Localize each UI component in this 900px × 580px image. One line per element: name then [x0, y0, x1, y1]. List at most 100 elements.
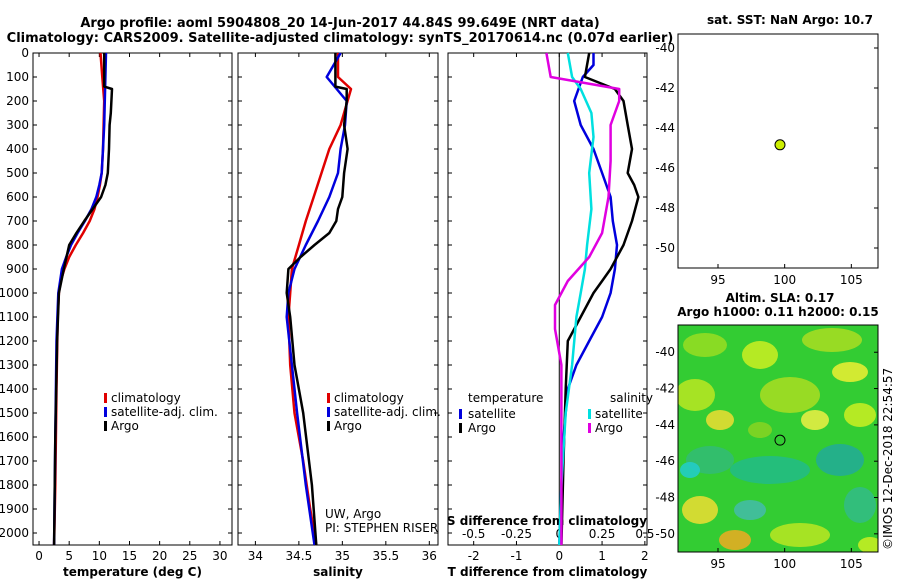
sla_map-cell [802, 328, 862, 352]
sla_map-ytick-label: -42 [655, 382, 675, 396]
difference-legend-right-swatch [588, 409, 591, 419]
sla_map-cell [858, 537, 878, 552]
salinity-legend-label: climatology [334, 391, 404, 405]
sla_map-ytick-label: -50 [655, 527, 675, 541]
sla_map-ytick-label: -40 [655, 345, 675, 359]
depth-tick-label: 1100 [0, 310, 29, 324]
sla_map-ytick-label: -46 [655, 454, 675, 468]
difference-series-satellite [558, 53, 619, 546]
temperature-legend-swatch [104, 393, 107, 403]
salinity-legend-swatch [327, 393, 330, 403]
salinity-xtick-label: 34 [248, 549, 263, 563]
sla_map-ytick-label: -44 [655, 418, 675, 432]
depth-tick-label: 1500 [0, 406, 29, 420]
depth-tick-label: 1700 [0, 454, 29, 468]
salinity-annotation: PI: STEPHEN RISER [325, 521, 438, 535]
temperature-legend-swatch [104, 421, 107, 431]
sst_map-ytick-label: -48 [655, 201, 675, 215]
sla_map-cell [748, 422, 772, 438]
title-line-1: Argo profile: aoml 5904808_20 14-Jun-201… [80, 16, 599, 31]
difference-xtick-top-label: -0.5 [462, 527, 485, 541]
sla_map-cell [680, 462, 700, 478]
temperature-series-argo [52, 53, 114, 546]
difference-xtick-label: -1 [510, 549, 522, 563]
difference-legend-left-title: temperature [468, 391, 543, 405]
difference-xtick-label: 2 [641, 549, 649, 563]
temperature-xtick-label: 5 [65, 549, 73, 563]
depth-tick-label: 100 [6, 70, 29, 84]
depth-tick-label: 500 [6, 166, 29, 180]
depth-tick-label: 900 [6, 262, 29, 276]
salinity-xtick-label: 35.5 [372, 549, 399, 563]
temperature-xtick-label: 30 [212, 549, 227, 563]
sla_map-argo-point [774, 434, 786, 446]
depth-tick-label: 1600 [0, 430, 29, 444]
temperature-xtick-label: 10 [92, 549, 107, 563]
sst-map-title: sat. SST: NaN Argo: 10.7 [707, 13, 873, 27]
sla_map-xtick-label: 95 [710, 557, 725, 571]
temperature-legend-label: Argo [111, 419, 139, 433]
sla_map-frame [677, 324, 879, 553]
sst_map-ytick-label: -50 [655, 241, 675, 255]
depth-tick-label: 1300 [0, 358, 29, 372]
title-line-2: Climatology: CARS2009. Satellite-adjuste… [7, 31, 674, 46]
salinity-legend-label: Argo [334, 419, 362, 433]
temperature-legend-label: climatology [111, 391, 181, 405]
salinity-xtick-label: 35 [335, 549, 350, 563]
depth-tick-label: 200 [6, 94, 29, 108]
salinity-xlabel: salinity [313, 565, 363, 579]
depth-tick-label: 400 [6, 142, 29, 156]
depth-tick-label: 1400 [0, 382, 29, 396]
depth-tick-label: 1800 [0, 478, 29, 492]
depth-tick-label: 1000 [0, 286, 29, 300]
sla_map-cell [832, 362, 868, 382]
sla_map-xtick-label: 105 [840, 557, 863, 571]
depth-tick-label: 600 [6, 190, 29, 204]
sla_map-ytick-label: -48 [655, 491, 675, 505]
sst_map-ytick-label: -46 [655, 161, 675, 175]
sla_map-cell [683, 333, 727, 357]
difference-xtick-top-label: 0.5 [635, 527, 654, 541]
sla_map-cell [760, 377, 820, 413]
sla_map-cell [730, 456, 810, 484]
depth-tick-label: 700 [6, 214, 29, 228]
sst_map-frame [677, 33, 879, 269]
depth-tick-label: 0 [21, 46, 29, 60]
sla_map-cell [844, 487, 876, 523]
sst_map-ytick-label: -44 [655, 121, 675, 135]
sst_map-ytick-label: -40 [655, 41, 675, 55]
sla-map-title-1: Altim. SLA: 0.17 [726, 291, 835, 305]
imos-credit: ©IMOS 12-Dec-2018 22:54:57 [881, 368, 895, 550]
difference-legend-left-swatch [459, 423, 462, 433]
sla_map-cell [719, 530, 751, 550]
depth-tick-label: 1900 [0, 502, 29, 516]
salinity-xtick-label: 36 [422, 549, 437, 563]
temperature-series-climatology [52, 52, 106, 546]
difference-legend-right-swatch [588, 423, 591, 433]
sla_map-cell [706, 410, 734, 430]
depth-tick-label: 300 [6, 118, 29, 132]
sst_map-xtick-label: 100 [773, 273, 796, 287]
sst_map-argo-point [774, 139, 786, 151]
difference-series-argo [560, 52, 640, 546]
difference-legend-right-label: satellite [595, 407, 643, 421]
sla_map-cell [816, 444, 864, 476]
salinity-series-argo [285, 53, 349, 546]
temperature-xtick-label: 0 [35, 549, 43, 563]
difference-legend-right-label: Argo [595, 421, 623, 435]
salinity-legend-label: satellite-adj. clim. [334, 405, 441, 419]
temperature-xlabel: temperature (deg C) [63, 565, 202, 579]
difference-xtick-label: 0 [555, 549, 563, 563]
difference-legend-left-swatch [459, 409, 462, 419]
difference-series-satellite_s [558, 52, 595, 546]
difference-xlabel-top: S difference from climatology [447, 514, 647, 528]
sst_map-xtick-label: 105 [840, 273, 863, 287]
sla_map-cell [682, 496, 718, 524]
temperature-xtick-label: 20 [152, 549, 167, 563]
sla_map-cell [734, 500, 766, 520]
difference-legend-right-title: salinity [610, 391, 653, 405]
salinity-legend-swatch [327, 421, 330, 431]
temperature-xtick-label: 25 [182, 549, 197, 563]
difference-xtick-top-label: -0.25 [501, 527, 532, 541]
